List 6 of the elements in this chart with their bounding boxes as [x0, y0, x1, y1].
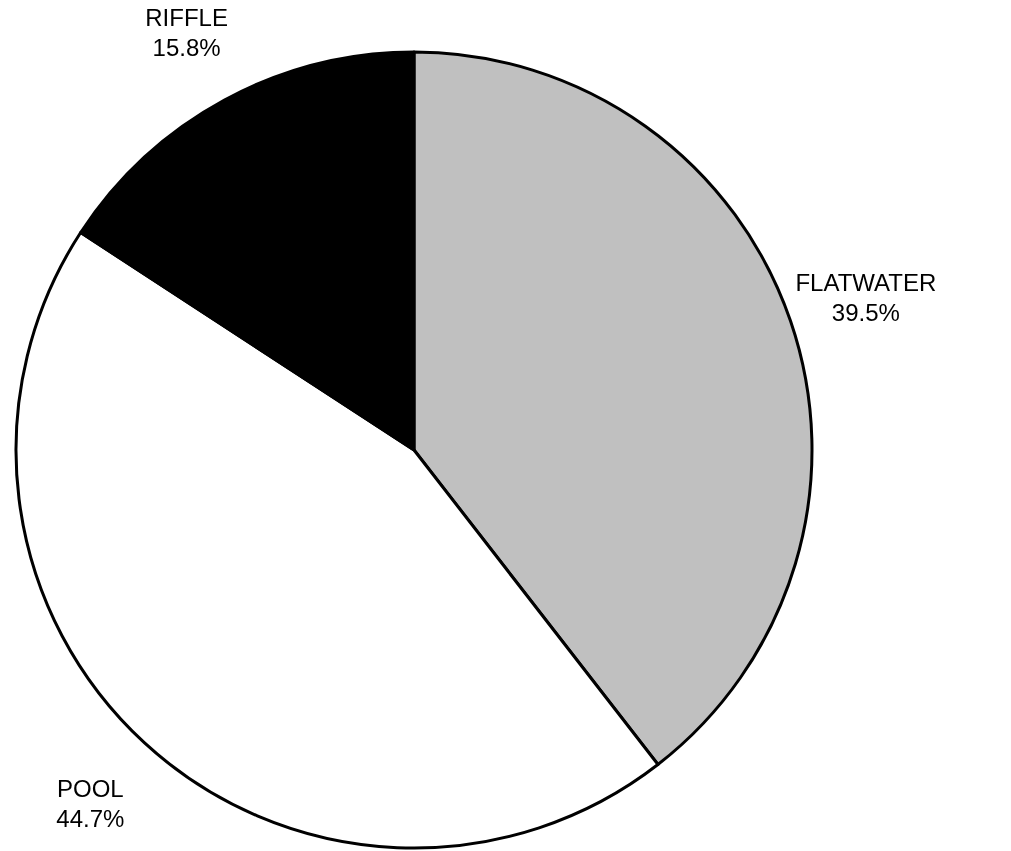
slice-label: FLATWATER: [795, 269, 937, 297]
data-label: 44.7%: [56, 805, 125, 833]
data-label: 15.8%: [152, 34, 221, 62]
slice-label: POOL: [57, 775, 124, 803]
data-label: 39.5%: [831, 299, 900, 327]
slice-label: RIFFLE: [145, 4, 228, 32]
